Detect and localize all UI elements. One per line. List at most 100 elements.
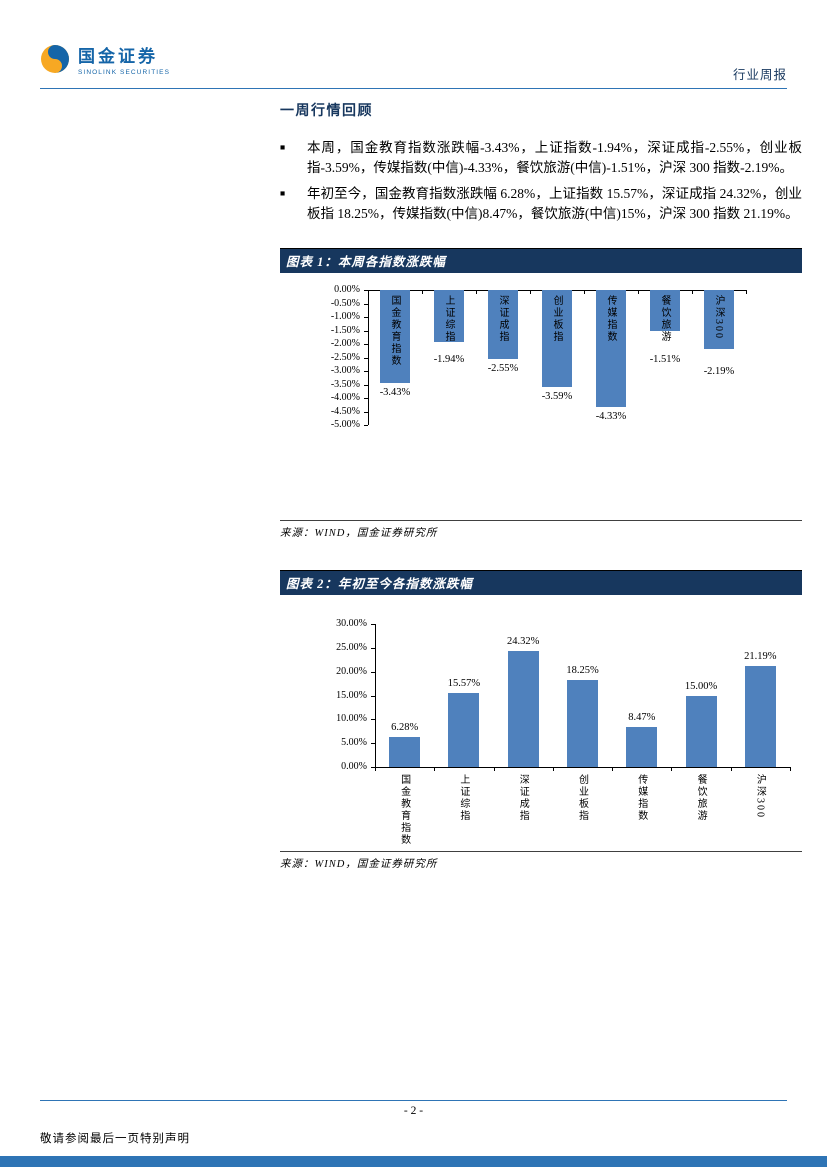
x-tick [671,767,673,771]
bullet-item: ■ 本周，国金教育指数涨跌幅-3.43%，上证指数-1.94%，深证成指-2.5… [280,138,802,177]
figure-2-source: 来源：WIND，国金证券研究所 [280,851,802,871]
bar [542,290,572,387]
figure-1-source: 来源：WIND，国金证券研究所 [280,520,802,540]
figure-1-chart: 0.00% -0.50% -1.00% -1.50% -2.00% -2.50% -3.00… [280,273,802,520]
y-tick-label: 25.00% [336,641,367,653]
y-tick [364,344,368,345]
section-title: 一周行情回顾 [280,104,373,119]
y-tick [364,357,368,359]
y-tick-label: 15.00% [336,689,367,701]
x-tick [493,767,495,771]
y-tick [364,384,368,386]
y-tick [364,317,368,318]
y-tick-label: 0.00% [341,761,367,772]
x-tick [692,290,693,294]
category-label: 深证成指 [497,295,508,343]
bar-value-label: -2.55% [487,362,519,374]
y-tick-label: -3.00% [330,365,360,376]
y-tick-label: 0.00% [334,284,360,295]
y-tick-label: -4.50% [330,405,360,417]
y-tick [364,330,368,332]
y-tick [371,719,375,721]
bar-value-label: 24.32% [507,636,540,648]
bar [567,680,598,767]
y-tick-label: -1.00% [330,311,360,322]
x-tick [746,290,747,294]
bar-value-label: -3.59% [541,390,573,402]
figure-2: 图表 2：年初至今各指数涨跌幅 30.00% 25.00% 20.00% 15.00%… [280,570,802,871]
y-tick [371,695,375,697]
y-tick [364,425,368,426]
y-tick [364,398,368,399]
y-tick [364,411,368,413]
y-tick-label: -5.00% [330,419,360,430]
bar-value-label: 21.19% [744,650,777,662]
figure-2-title: 图表 2：年初至今各指数涨跌幅 [280,570,802,595]
bullet-marker: ■ [280,142,286,152]
category-label: 沪深300 [754,774,766,819]
x-tick [790,767,791,771]
figure-2-chart: 30.00% 25.00% 20.00% 15.00% 10.00% 5.00% 0.00%… [280,595,802,851]
x-tick [375,767,376,771]
bar [626,726,658,767]
bullet-item: ■ 年初至今，国金教育指数涨跌幅 6.28%，上证指数 15.57%，深证成指 … [280,184,802,223]
x-tick [552,767,554,771]
category-label: 创业板指 [576,774,588,822]
bar [596,290,626,407]
footer-divider [40,1100,787,1101]
footer-disclaimer: 敬请参阅最后一页特别声明 [40,1133,190,1145]
x-tick [612,767,614,771]
x-tick [368,290,369,294]
bar [507,651,539,767]
x-tick [476,290,477,294]
category-label: 餐饮旅游 [695,774,707,822]
y-tick-label: 5.00% [341,737,367,749]
y-tick [364,303,368,305]
header-divider [40,88,787,89]
bar-value-label: -2.19% [703,366,735,377]
y-tick-label: -0.50% [330,297,360,309]
y-axis-line [375,624,376,767]
bar [389,737,421,767]
report-type-label: 行业周报 [732,68,787,82]
y-axis-line [368,290,369,425]
bar-value-label: 8.47% [628,711,656,723]
sinolink-logo-icon [40,44,70,74]
y-tick [371,671,375,673]
bar-value-label: -1.94% [433,354,465,365]
content-column: 一周行情回顾 ■ 本周，国金教育指数涨跌幅-3.43%，上证指数-1.94%，深… [280,100,802,871]
sinolink-logo: 国金证券 SINOLINK SECURITIES [40,42,170,76]
y-tick-label: 10.00% [336,713,367,725]
bullet-text-ytd: 年初至今，国金教育指数涨跌幅 6.28%，上证指数 15.57%，深证成指 24… [307,186,802,221]
figure-1-title: 图表 1：本周各指数涨跌幅 [280,248,802,273]
x-tick [730,767,732,771]
x-tick [434,767,436,771]
x-axis-line [375,767,790,768]
page-number: - 2 - [403,1105,424,1117]
y-tick-label: -1.50% [330,324,360,336]
bullet-marker: ■ [280,188,286,198]
logo-subtitle: SINOLINK SECURITIES [78,69,171,76]
x-tick [638,290,639,294]
bar [744,665,776,767]
category-label: 餐饮旅游 [659,295,670,343]
footer-bar [0,1156,827,1167]
bar-value-label: 15.57% [447,677,481,689]
category-label: 上证综指 [443,295,454,343]
bar-value-label: 6.28% [391,722,419,734]
bar-value-label: -3.43% [379,386,411,398]
logo-title: 国金证券 [78,47,158,66]
bar-value-label: -4.33% [595,410,627,422]
bar [488,290,518,359]
bar [448,692,480,767]
bar [650,290,680,331]
bar-value-label: 18.25% [566,665,599,676]
y-tick [364,290,368,291]
y-tick [364,371,368,372]
y-tick [371,624,375,625]
y-tick-label: -3.50% [330,378,360,390]
bar-value-label: 15.00% [684,680,718,692]
bullet-list: ■ 本周，国金教育指数涨跌幅-3.43%，上证指数-1.94%，深证成指-2.5… [280,138,802,223]
category-label: 深证成指 [517,774,529,822]
